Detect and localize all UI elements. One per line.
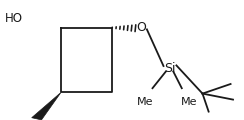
Text: Me: Me — [137, 97, 153, 107]
Text: HO: HO — [4, 12, 22, 25]
Text: O: O — [137, 21, 146, 34]
Text: Si: Si — [164, 62, 175, 75]
Polygon shape — [32, 92, 61, 120]
Text: Me: Me — [181, 97, 197, 107]
